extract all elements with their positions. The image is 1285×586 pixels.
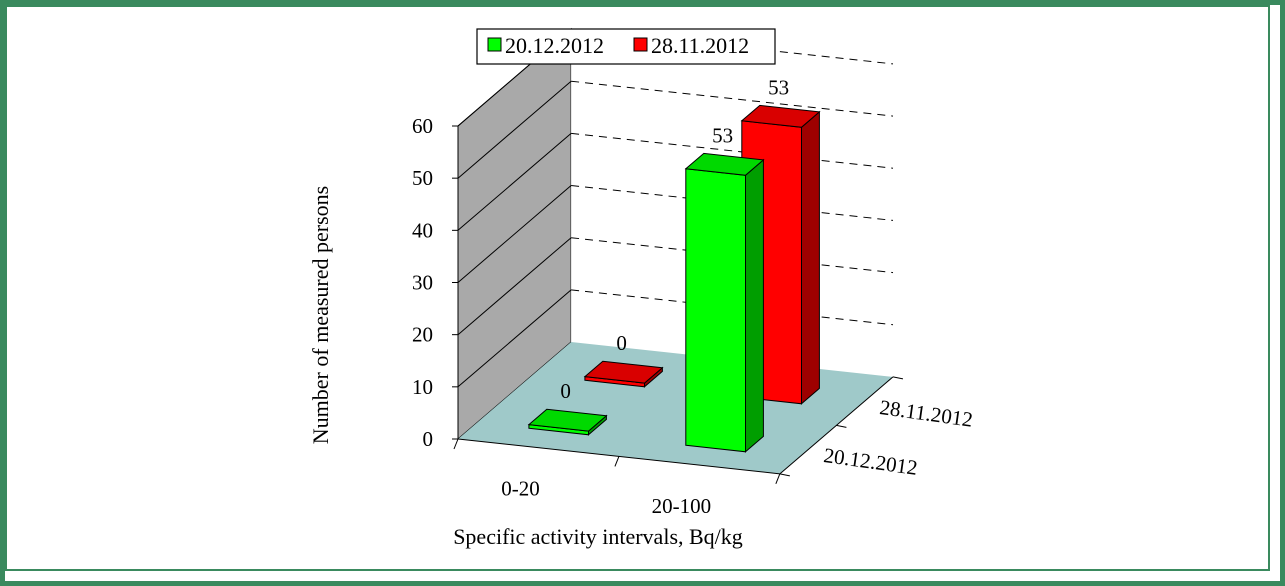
y-tick-label: 60 [412,114,433,138]
bar-28.11.2012-0-20 [583,360,664,388]
inner-frame [5,5,1270,571]
x-tick [614,456,620,467]
data-label: 53 [712,123,733,147]
x-axis-title: Specific activity intervals, Bq/kg [453,524,743,549]
x-tick [775,473,781,485]
depth-tick-label: 28.11.2012 [878,395,974,432]
y-tick-label: 50 [412,166,433,190]
depth-tick [779,473,790,477]
depth-tick-label: 20.12.2012 [822,443,919,480]
bar-top [527,408,608,432]
bar-top [583,360,664,384]
data-label: 0 [616,331,627,355]
bar-top [684,152,765,176]
y-axis-title: Number of measured persons [308,186,333,444]
data-label: 53 [768,75,789,99]
legend: 20.12.2012 28.11.2012 [476,28,776,65]
chart-bars [527,104,821,453]
y-tick-label: 0 [423,427,434,451]
legend-swatch-2 [633,37,648,52]
y-tick-label: 40 [412,218,433,242]
bar-20.12.2012-0-20 [527,408,608,436]
bar-20.12.2012-20-100 [684,152,765,453]
y-tick-label: 10 [412,375,433,399]
legend-box [476,28,776,65]
gridline-side [457,289,572,388]
depth-tick [836,424,847,428]
x-tick-label: 0-20 [501,477,540,501]
gridline-side [457,185,572,283]
gridline-back [571,132,894,169]
legend-label-2: 28.11.2012 [651,33,749,58]
x-tick-label: 20-100 [652,494,712,518]
legend-swatch-1 [487,37,502,52]
data-label: 0 [560,379,571,403]
bar-top [740,104,821,128]
bar-front [685,168,746,453]
gridline-back [571,80,894,117]
y-tick-label: 20 [412,323,433,347]
x-tick [453,438,459,450]
legend-label-1: 20.12.2012 [505,33,604,58]
gridline-side [457,80,572,179]
bar-side [801,110,820,405]
gridline-side [457,133,572,231]
depth-tick [892,376,904,380]
y-tick-label: 30 [412,271,433,295]
chart-labels: 0 53 0 53 [560,75,789,403]
bar-side [745,158,764,453]
gridline-side [457,237,572,336]
